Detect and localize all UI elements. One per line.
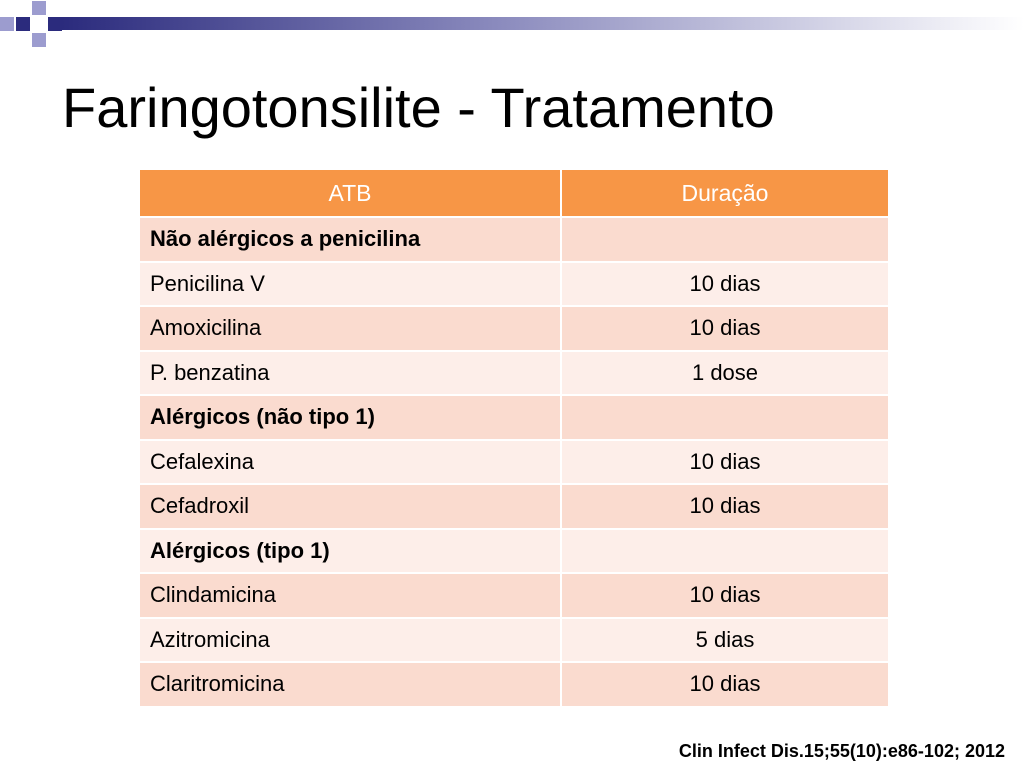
drug-name-cell: Claritromicina	[138, 661, 562, 708]
group-duration-cell	[560, 527, 890, 574]
duration-cell: 10 dias	[560, 260, 890, 307]
table-row: Azitromicina 5 dias	[138, 616, 890, 663]
duration-cell: 10 dias	[560, 438, 890, 485]
drug-name-cell: Azitromicina	[138, 616, 562, 663]
duration-cell: 10 dias	[560, 483, 890, 530]
decor-square-lavender	[32, 1, 46, 15]
table-row: Cefalexina 10 dias	[138, 438, 890, 485]
table-row: Clindamicina 10 dias	[138, 572, 890, 619]
drug-name-cell: Cefalexina	[138, 438, 562, 485]
table-row: Cefadroxil 10 dias	[138, 483, 890, 530]
group-label-cell: Alérgicos (tipo 1)	[138, 527, 562, 574]
citation-reference: Clin Infect Dis.15;55(10):e86-102; 2012	[678, 741, 1005, 761]
duration-cell: 5 dias	[560, 616, 890, 663]
duration-cell: 10 dias	[560, 661, 890, 708]
drug-name-cell: P. benzatina	[138, 349, 562, 396]
decor-square-lavender	[0, 17, 14, 31]
duration-cell: 10 dias	[560, 305, 890, 352]
decor-square-navy	[48, 17, 62, 31]
duration-cell: 10 dias	[560, 572, 890, 619]
treatment-table: ATB Duração Não alérgicos a penicilina P…	[138, 168, 890, 708]
header-duration: Duração	[560, 168, 890, 218]
group-label-cell: Não alérgicos a penicilina	[138, 216, 562, 263]
header-gradient-bar	[62, 17, 1024, 30]
drug-name-cell: Cefadroxil	[138, 483, 562, 530]
group-label-cell: Alérgicos (não tipo 1)	[138, 394, 562, 441]
table-group-row: Não alérgicos a penicilina	[138, 216, 890, 263]
drug-name-cell: Amoxicilina	[138, 305, 562, 352]
table-group-row: Alérgicos (tipo 1)	[138, 527, 890, 574]
table-row: Claritromicina 10 dias	[138, 661, 890, 708]
decor-square-lavender	[32, 33, 46, 47]
group-duration-cell	[560, 216, 890, 263]
table-group-row: Alérgicos (não tipo 1)	[138, 394, 890, 441]
table-header-row: ATB Duração	[138, 168, 890, 218]
table-row: Penicilina V 10 dias	[138, 260, 890, 307]
group-duration-cell	[560, 394, 890, 441]
duration-cell: 1 dose	[560, 349, 890, 396]
drug-name-cell: Clindamicina	[138, 572, 562, 619]
drug-name-cell: Penicilina V	[138, 260, 562, 307]
table-row: Amoxicilina 10 dias	[138, 305, 890, 352]
header-atb: ATB	[138, 168, 562, 218]
slide-title: Faringotonsilite - Tratamento	[62, 76, 775, 139]
table-row: P. benzatina 1 dose	[138, 349, 890, 396]
decor-square-navy	[16, 17, 30, 31]
